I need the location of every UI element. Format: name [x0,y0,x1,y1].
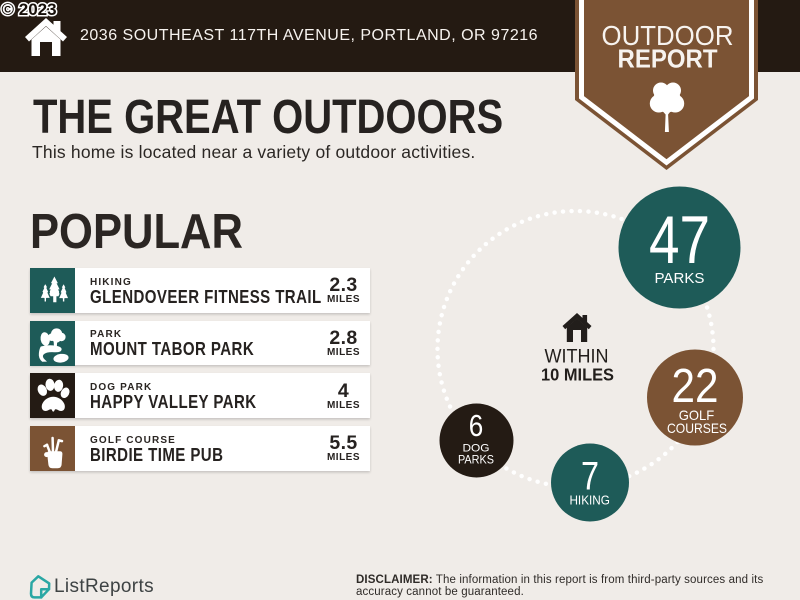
svg-text:REPORT: REPORT [618,44,718,74]
svg-text:6: 6 [469,409,484,443]
svg-text:7: 7 [581,455,599,499]
svg-text:OUTDOOR: OUTDOOR [602,20,734,51]
svg-text:GOLF: GOLF [679,407,715,423]
svg-text:PARKS: PARKS [655,270,705,287]
svg-text:PARKS: PARKS [458,455,494,467]
svg-text:47: 47 [649,202,710,278]
svg-text:WITHIN: WITHIN [545,347,609,368]
svg-text:COURSES: COURSES [667,420,727,436]
svg-text:22: 22 [672,360,719,413]
svg-text:© 2023: © 2023 [2,0,57,19]
svg-text:DOG: DOG [463,442,490,454]
svg-text:HIKING: HIKING [569,494,610,508]
svg-text:10 MILES: 10 MILES [541,364,614,384]
